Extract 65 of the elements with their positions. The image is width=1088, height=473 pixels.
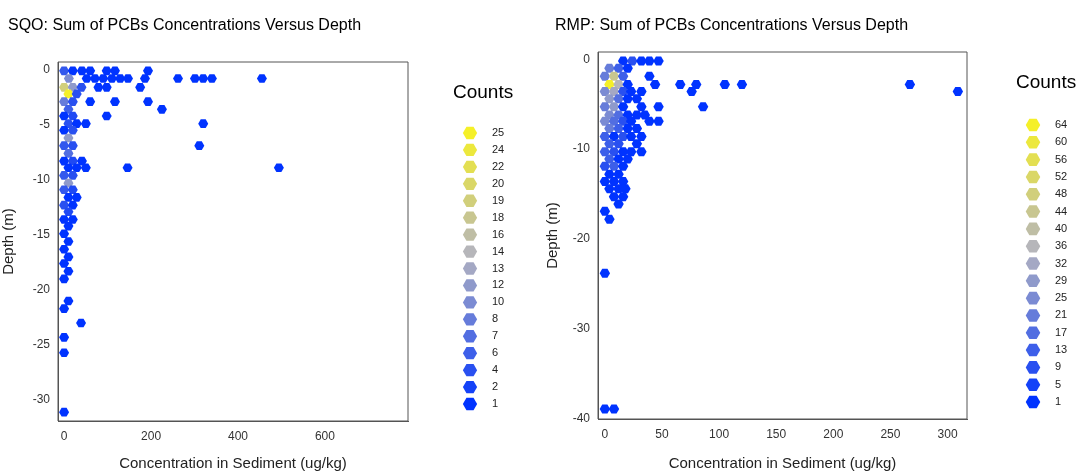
color-bar-label: 36 bbox=[1055, 239, 1068, 252]
color-bar-label: 4 bbox=[492, 363, 499, 376]
color-bar-label: 1 bbox=[492, 397, 499, 410]
color-bar-label: 13 bbox=[1055, 343, 1068, 356]
color-bar-label: 18 bbox=[492, 210, 505, 223]
y-tick-label: -15 bbox=[32, 227, 51, 242]
x-axis-title: Concentration in Sediment (ug/kg) bbox=[119, 454, 347, 472]
y-tick-label: -30 bbox=[572, 321, 591, 336]
color-bar-label: 14 bbox=[492, 244, 505, 257]
color-bar-label: 19 bbox=[492, 193, 505, 206]
color-bar-label: 52 bbox=[1055, 169, 1068, 182]
color-bar-label: 25 bbox=[1055, 291, 1068, 304]
color-bar-title: Counts bbox=[1016, 71, 1077, 92]
color-bar-label: 10 bbox=[492, 295, 505, 308]
color-bar-label: 9 bbox=[1055, 360, 1062, 373]
color-bar-label: 16 bbox=[492, 227, 505, 240]
x-axis-title: Concentration in Sediment (ug/kg) bbox=[668, 454, 897, 472]
y-tick-label: 0 bbox=[583, 51, 591, 66]
x-tick-label: 200 bbox=[141, 428, 162, 443]
color-bar-label: 60 bbox=[1055, 135, 1068, 148]
color-bar-label: 6 bbox=[492, 346, 499, 359]
x-tick-label: 250 bbox=[880, 426, 901, 441]
color-bar-label: 12 bbox=[492, 278, 505, 291]
color-bar-label: 32 bbox=[1055, 256, 1068, 269]
y-tick-label: -5 bbox=[39, 117, 51, 132]
color-bar-label: 21 bbox=[1055, 308, 1068, 321]
color-bar-label: 22 bbox=[492, 159, 505, 172]
y-tick-label: -20 bbox=[32, 282, 51, 297]
color-bar-title: Counts bbox=[453, 81, 514, 102]
color-bar-label: 40 bbox=[1055, 221, 1068, 234]
chart-title: SQO: Sum of PCBs Concentrations Versus Depth bbox=[8, 16, 362, 33]
color-bar-label: 25 bbox=[492, 126, 505, 139]
color-bar-label: 29 bbox=[1055, 273, 1068, 286]
y-tick-label: -40 bbox=[572, 411, 591, 426]
color-bar-label: 44 bbox=[1055, 204, 1068, 217]
chart-title: RMP: Sum of PCBs Concentrations Versus Depth bbox=[555, 16, 909, 33]
y-tick-label: 0 bbox=[43, 62, 51, 77]
y-tick-label: -25 bbox=[32, 337, 51, 352]
color-bar-label: 5 bbox=[1055, 377, 1062, 390]
color-bar-label: 2 bbox=[492, 380, 499, 393]
x-tick-label: 200 bbox=[823, 426, 844, 441]
x-tick-label: 0 bbox=[60, 428, 68, 443]
color-bar-label: 20 bbox=[492, 176, 505, 189]
color-bar-label: 1 bbox=[1055, 395, 1062, 408]
color-bar-label: 48 bbox=[1055, 187, 1068, 200]
y-tick-label: -10 bbox=[572, 141, 591, 156]
color-bar-label: 13 bbox=[492, 261, 505, 274]
x-tick-label: 100 bbox=[709, 426, 730, 441]
y-axis-title: Depth (m) bbox=[0, 208, 17, 275]
color-bar-label: 17 bbox=[1055, 325, 1068, 338]
x-tick-label: 150 bbox=[766, 426, 787, 441]
y-tick-label: -20 bbox=[572, 231, 591, 246]
x-tick-label: 400 bbox=[227, 428, 249, 443]
y-axis-title: Depth (m) bbox=[543, 202, 561, 269]
x-tick-label: 600 bbox=[314, 428, 336, 443]
x-tick-label: 50 bbox=[655, 426, 669, 441]
color-bar-label: 56 bbox=[1055, 152, 1068, 165]
y-tick-label: -10 bbox=[32, 172, 51, 187]
color-bar-label: 8 bbox=[492, 312, 499, 325]
y-tick-label: -30 bbox=[32, 392, 51, 407]
x-tick-label: 300 bbox=[937, 426, 958, 441]
color-bar-label: 64 bbox=[1055, 118, 1068, 131]
color-bar-label: 7 bbox=[492, 329, 499, 342]
x-tick-label: 0 bbox=[601, 426, 609, 441]
color-bar-label: 24 bbox=[492, 142, 505, 155]
